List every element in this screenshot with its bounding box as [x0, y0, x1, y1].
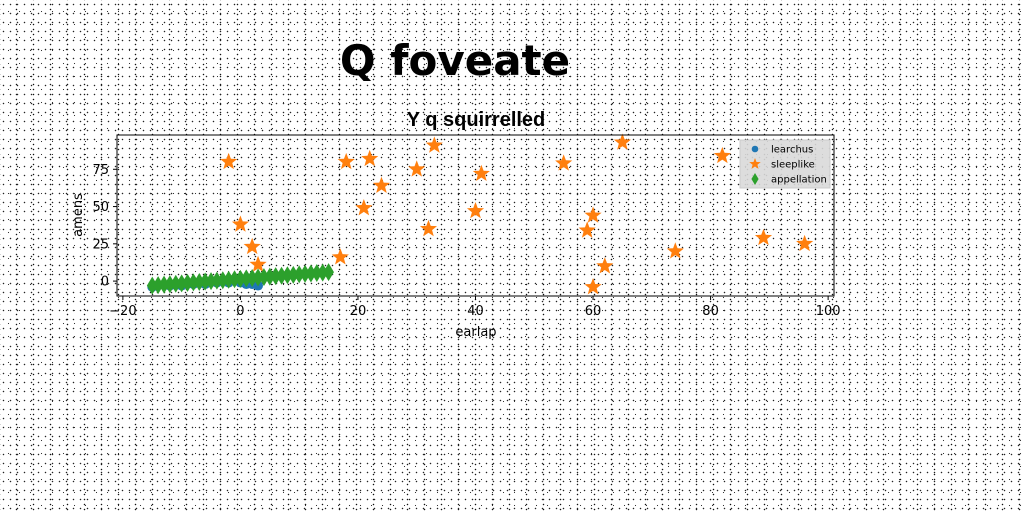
legend-marker-learchus: [752, 146, 759, 153]
x-tick-label: 100: [816, 304, 841, 319]
sleeplike-point: [420, 220, 437, 236]
chart-title: Y q squirrelled: [407, 109, 546, 131]
sleeplike-point: [614, 133, 631, 149]
sleeplike-point: [579, 221, 596, 237]
legend-label-sleeplike: sleeplike: [771, 160, 815, 171]
sleeplike-point: [373, 177, 390, 193]
sleeplike-point: [361, 150, 378, 166]
sleeplike-point: [473, 165, 490, 181]
sleeplike-point: [714, 147, 731, 163]
sleeplike-point: [338, 153, 355, 169]
sleeplike-point: [332, 248, 349, 264]
appellation-point: [323, 263, 334, 281]
x-tick-label: 20: [350, 304, 367, 319]
y-tick-label: 25: [92, 237, 109, 252]
sleeplike-point: [244, 238, 261, 254]
plot-layer: [147, 133, 813, 294]
legend-label-appellation: appellation: [771, 175, 827, 186]
x-tick-label: −20: [109, 304, 136, 319]
x-tick-label: 40: [467, 304, 484, 319]
sleeplike-point: [220, 153, 237, 169]
x-tick-label: 0: [236, 304, 244, 319]
sleeplike-point: [408, 160, 425, 176]
y-tick-label: 75: [92, 163, 109, 178]
sleeplike-point: [555, 154, 572, 170]
sleeplike-point: [584, 207, 601, 223]
sleeplike-point: [667, 242, 684, 258]
legend-label-learchus: learchus: [771, 145, 813, 156]
sleeplike-point: [426, 136, 443, 152]
y-tick-label: 50: [92, 200, 109, 215]
x-tick-label: 80: [702, 304, 719, 319]
sleeplike-point: [755, 229, 772, 245]
legend: learchus sleeplike appellation: [740, 140, 830, 188]
sleeplike-point: [584, 278, 601, 294]
sleeplike-point: [355, 199, 372, 215]
sleeplike-point: [796, 235, 813, 251]
x-tick-label: 60: [585, 304, 602, 319]
y-tick-label: 0: [101, 275, 109, 290]
x-axis-label: earlap: [455, 325, 496, 340]
y-axis-label: amens: [71, 193, 86, 237]
sleeplike-point: [467, 202, 484, 218]
sleeplike-point: [232, 215, 249, 231]
sleeplike-point: [596, 257, 613, 273]
